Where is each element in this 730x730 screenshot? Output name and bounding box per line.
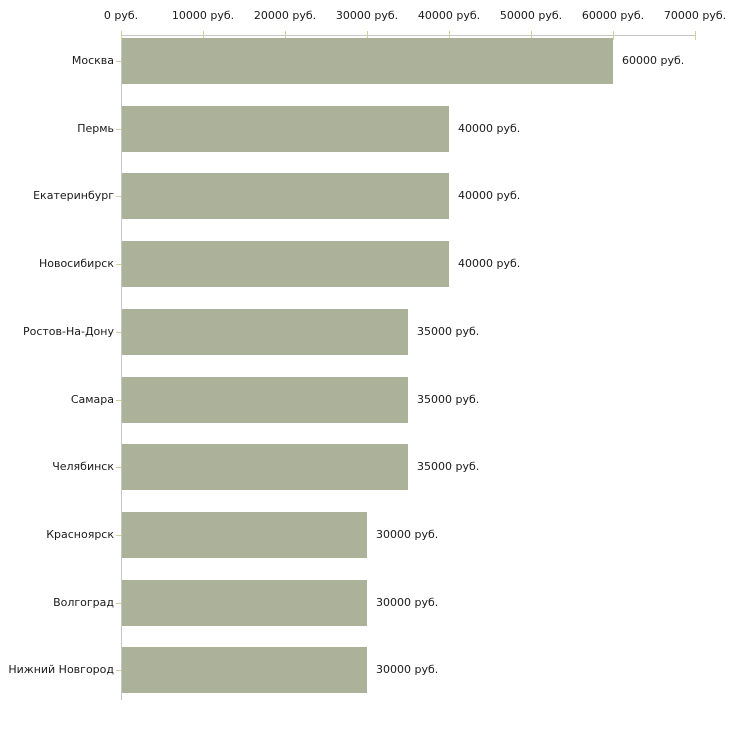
bar [122, 309, 408, 355]
category-tick-mark [116, 670, 121, 671]
value-label: 30000 руб. [376, 596, 439, 609]
value-label: 30000 руб. [376, 663, 439, 676]
bar [122, 377, 408, 423]
category-label: Нижний Новгород [8, 663, 114, 676]
x-tick-label: 60000 руб. [581, 9, 645, 22]
category-label: Пермь [77, 122, 114, 135]
category-tick-mark [116, 535, 121, 536]
value-label: 35000 руб. [417, 325, 480, 338]
category-label: Волгоград [53, 596, 114, 609]
x-tick-mark [613, 31, 614, 40]
value-label: 40000 руб. [458, 122, 521, 135]
bar [122, 106, 449, 152]
x-tick-mark [695, 31, 696, 40]
x-tick-mark [285, 31, 286, 40]
value-label: 40000 руб. [458, 189, 521, 202]
x-tick-mark [203, 31, 204, 40]
category-label: Красноярск [46, 528, 114, 541]
category-tick-mark [116, 196, 121, 197]
category-tick-mark [116, 61, 121, 62]
x-tick-mark [367, 31, 368, 40]
x-tick-label: 30000 руб. [335, 9, 399, 22]
category-tick-mark [116, 467, 121, 468]
category-label: Ростов-На-Дону [22, 325, 114, 338]
bar [122, 512, 367, 558]
y-axis-line [121, 35, 122, 700]
category-tick-mark [116, 400, 121, 401]
x-tick-label: 50000 руб. [499, 9, 563, 22]
x-tick-label: 40000 руб. [417, 9, 481, 22]
value-label: 35000 руб. [417, 393, 480, 406]
bar [122, 647, 367, 693]
x-tick-mark [121, 31, 122, 40]
value-label: 60000 руб. [622, 54, 685, 67]
bar [122, 444, 408, 490]
x-tick-mark [449, 31, 450, 40]
x-axis-line [121, 35, 696, 36]
category-tick-mark [116, 264, 121, 265]
value-label: 40000 руб. [458, 257, 521, 270]
category-label: Екатеринбург [33, 189, 114, 202]
bar [122, 38, 613, 84]
category-label: Самара [70, 393, 114, 406]
category-tick-mark [116, 332, 121, 333]
x-tick-label: 70000 руб. [663, 9, 727, 22]
value-label: 35000 руб. [417, 460, 480, 473]
value-label: 30000 руб. [376, 528, 439, 541]
bar [122, 580, 367, 626]
bar [122, 173, 449, 219]
bar [122, 241, 449, 287]
category-label: Москва [71, 54, 114, 67]
x-tick-label: 20000 руб. [253, 9, 317, 22]
x-tick-mark [531, 31, 532, 40]
x-tick-label: 10000 руб. [171, 9, 235, 22]
x-tick-label: 0 руб. [103, 9, 139, 22]
category-tick-mark [116, 603, 121, 604]
category-label: Челябинск [52, 460, 114, 473]
category-label: Новосибирск [38, 257, 114, 270]
category-tick-mark [116, 129, 121, 130]
